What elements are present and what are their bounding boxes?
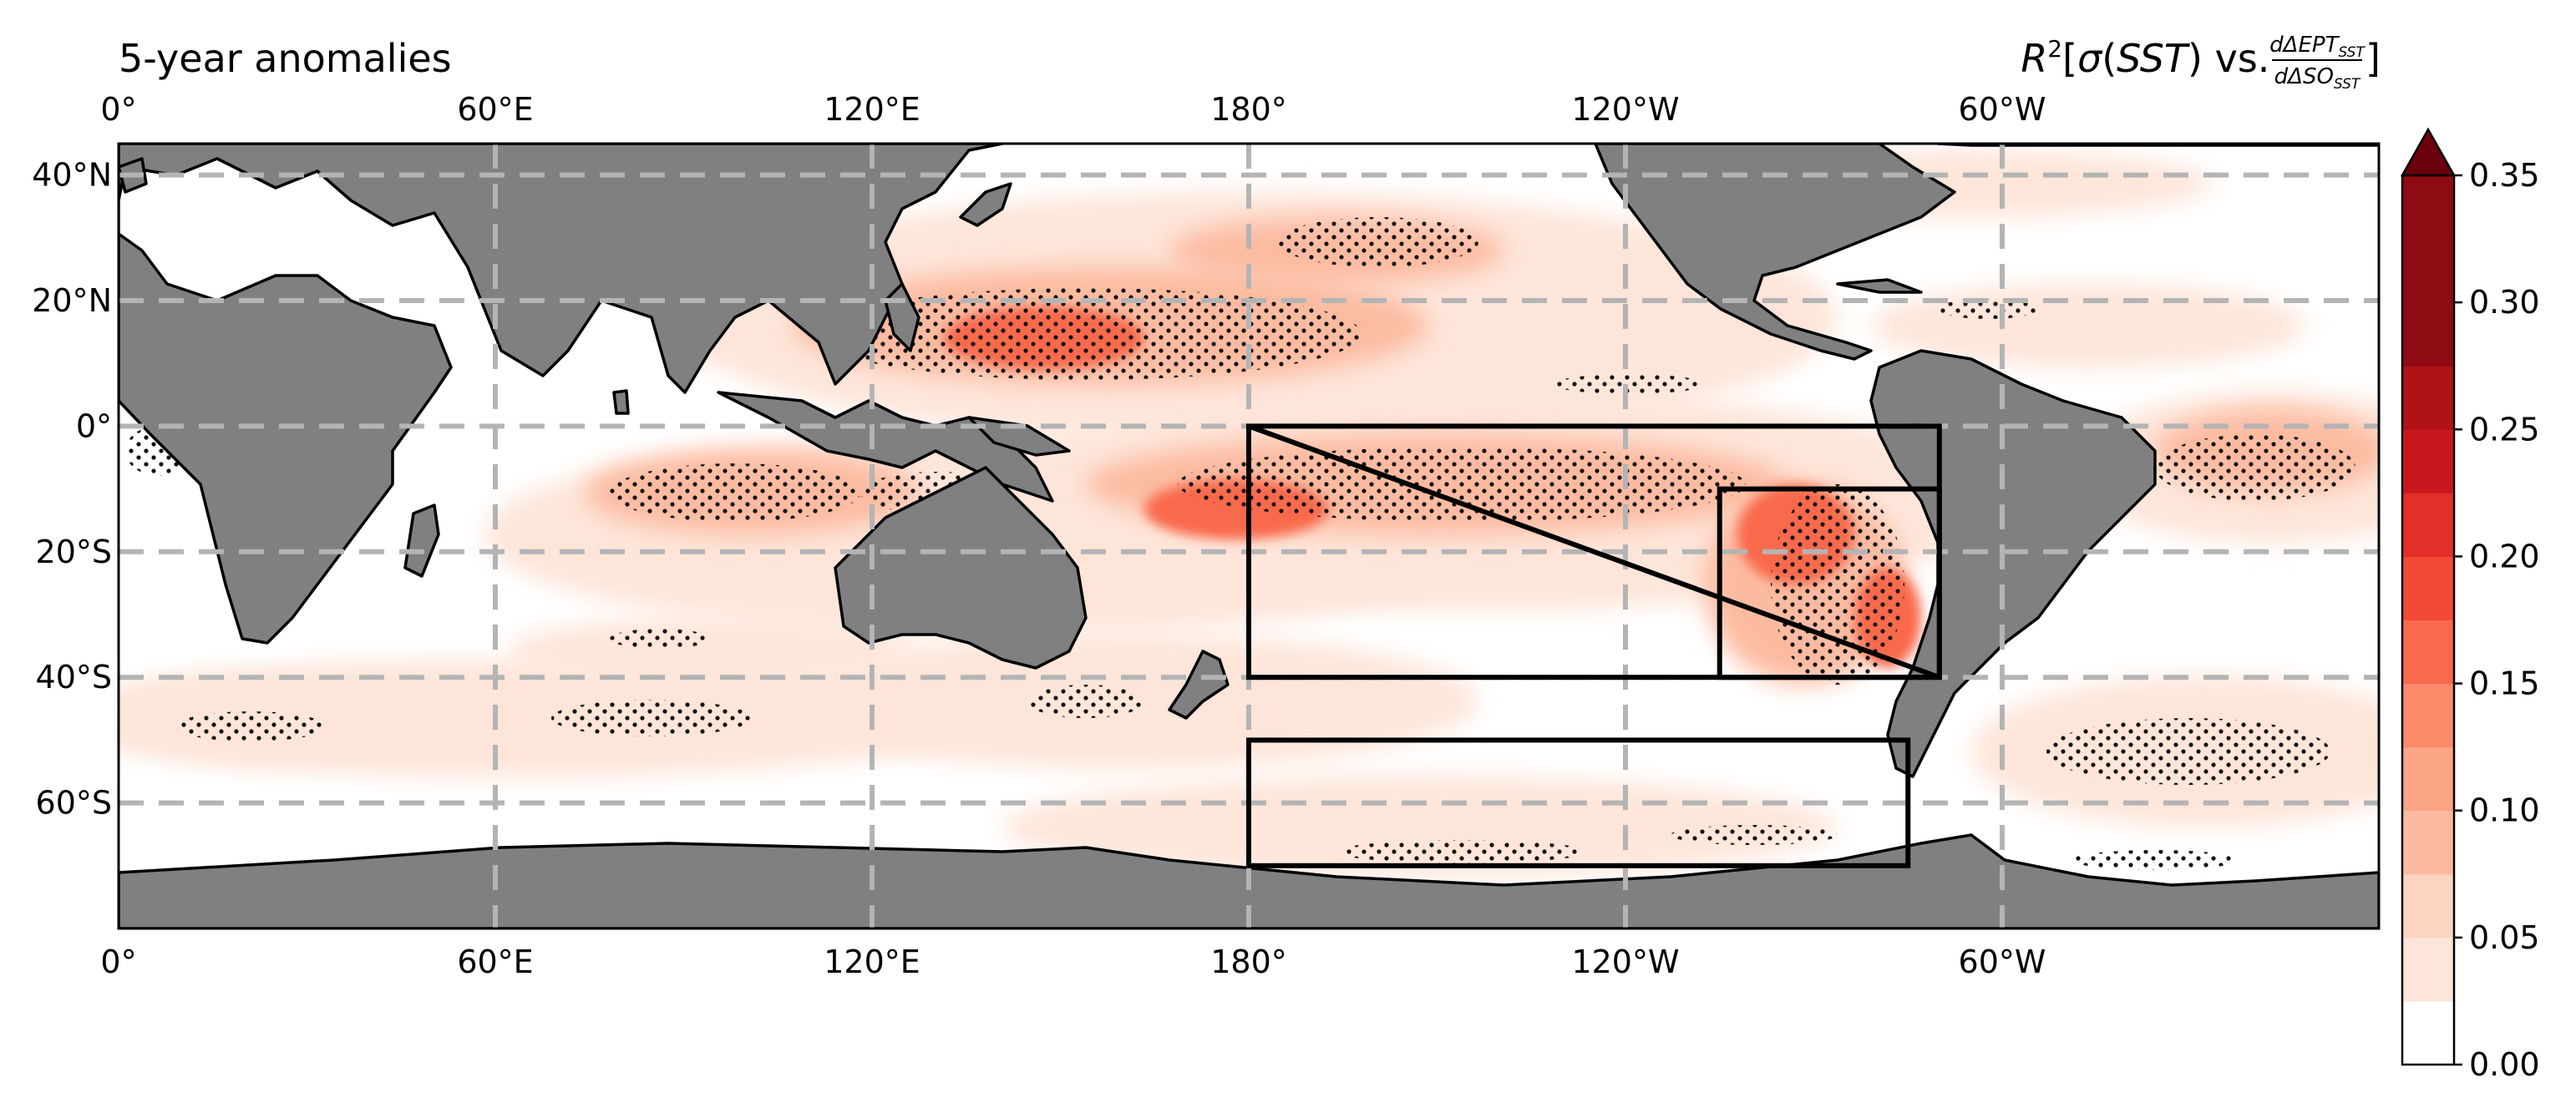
map-frame xyxy=(117,142,2381,930)
title-sup: 2 xyxy=(2047,35,2062,63)
colorbar-frame xyxy=(2401,174,2456,1066)
colorbar-tick-label: 0.00 xyxy=(2469,1046,2540,1083)
colorbar-tick-label: 0.20 xyxy=(2469,538,2540,574)
colorbar-tick-label: 0.30 xyxy=(2469,284,2540,321)
land-cuba xyxy=(1836,278,1923,294)
region-boxes xyxy=(1246,423,1942,868)
lat-tick: 20°S xyxy=(36,534,112,570)
lat-ticks: 40°N 20°N 0° 20°S 40°S 60°S xyxy=(32,157,112,822)
land-madagascar xyxy=(403,503,440,578)
region-box-2 xyxy=(1716,486,1942,680)
colorbar-tick-label: 0.05 xyxy=(2469,919,2540,956)
colorbar-tick-label: 0.35 xyxy=(2469,157,2540,194)
top-lon-tick: 120°E xyxy=(824,91,920,128)
colorbar: 0.00 0.05 0.10 0.15 0.20 0.25 0.30 0.35 xyxy=(2400,127,2540,1083)
colorbar-segment xyxy=(2402,873,2454,939)
bottom-lon-tick: 60°W xyxy=(1959,944,2046,980)
bottom-lon-tick: 0° xyxy=(100,944,136,980)
title-sst: SST xyxy=(2117,36,2191,81)
colorbar-segment xyxy=(2402,239,2454,303)
title-bracket-open: [ xyxy=(2062,36,2077,81)
bottom-lon-tick: 120°W xyxy=(1571,944,1679,980)
top-lon-tick: 0° xyxy=(100,91,136,128)
colorbar-tick-label: 0.25 xyxy=(2469,411,2540,448)
lat-tick: 20°N xyxy=(32,282,112,319)
colorbar-segment xyxy=(2402,366,2454,430)
colorbar-segment xyxy=(2402,746,2454,812)
land-north-america xyxy=(1594,144,1956,361)
top-lon-tick: 120°W xyxy=(1571,91,1679,128)
colorbar-segment xyxy=(2402,1000,2454,1065)
svg-text:dΔEPTSST: dΔEPTSST xyxy=(2269,33,2366,61)
title-bracket-close: ] xyxy=(2366,36,2381,81)
lat-tick: 0° xyxy=(76,407,112,444)
land-japan xyxy=(959,182,1012,227)
land-masses xyxy=(119,144,2379,928)
svg-text:R2[σ(SST) vs. ]: R2[σ(SST) vs. ] xyxy=(2021,35,2381,81)
colorbar-segment xyxy=(2402,810,2454,875)
land-new-zealand xyxy=(1168,650,1230,720)
title-numerator: dΔEPT xyxy=(2269,33,2340,58)
colorbar-segment xyxy=(2402,175,2454,240)
title-vs: vs. xyxy=(2203,36,2282,81)
colorbar-tick-label: 0.15 xyxy=(2469,665,2540,702)
title-numerator-sub: SST xyxy=(2338,44,2366,61)
colorbar-segment xyxy=(2402,302,2454,367)
triangle-diagonal xyxy=(1247,423,1940,680)
colorbar-tick-label: 0.10 xyxy=(2469,792,2540,829)
map-title: 5-year anomalies xyxy=(119,36,452,81)
colorbar-segment xyxy=(2402,937,2454,1002)
land-australia xyxy=(834,466,1088,670)
colorbar-extend-arrow xyxy=(2400,127,2457,177)
lat-tick: 40°N xyxy=(32,157,112,194)
lat-tick: 40°S xyxy=(36,659,112,696)
colorbar-segment xyxy=(2402,620,2454,685)
svg-text:dΔSOSST: dΔSOSST xyxy=(2274,64,2361,93)
title-denominator-sub: SST xyxy=(2334,76,2361,93)
map-area xyxy=(119,144,2379,928)
colorbar-segment xyxy=(2402,683,2454,748)
land-africa-europe-asia xyxy=(119,144,1004,645)
title-paren-close: ) xyxy=(2188,36,2203,81)
region-box-3 xyxy=(1246,737,1911,868)
bottom-lon-ticks: 0° 60°E 120°E 180° 120°W 60°W xyxy=(100,944,2046,980)
land-sri-lanka xyxy=(612,389,630,415)
top-lon-tick: 60°E xyxy=(457,91,533,128)
title-r: R xyxy=(2021,36,2047,81)
land-indonesia xyxy=(717,391,1054,503)
title-sigma: σ xyxy=(2077,36,2103,81)
title-paren-open: ( xyxy=(2102,36,2117,81)
lat-tick: 60°S xyxy=(36,785,112,822)
bottom-lon-tick: 180° xyxy=(1210,944,1287,980)
colorbar-segment xyxy=(2402,493,2454,557)
colorbar-segment xyxy=(2402,556,2454,620)
bottom-lon-tick: 120°E xyxy=(824,944,920,980)
colorbar-segment xyxy=(2402,429,2454,493)
top-lon-tick: 180° xyxy=(1210,91,1287,128)
colorbar-title: R2[σ(SST) vs. ] dΔEPTSST dΔSOSST xyxy=(2021,33,2381,93)
top-lon-ticks: 0° 60°E 120°E 180° 120°W 60°W xyxy=(100,91,2046,128)
bottom-lon-tick: 60°E xyxy=(457,944,533,980)
title-denominator: dΔSO xyxy=(2274,64,2334,89)
top-lon-tick: 60°W xyxy=(1959,91,2046,128)
land-south-america xyxy=(1869,349,2157,778)
